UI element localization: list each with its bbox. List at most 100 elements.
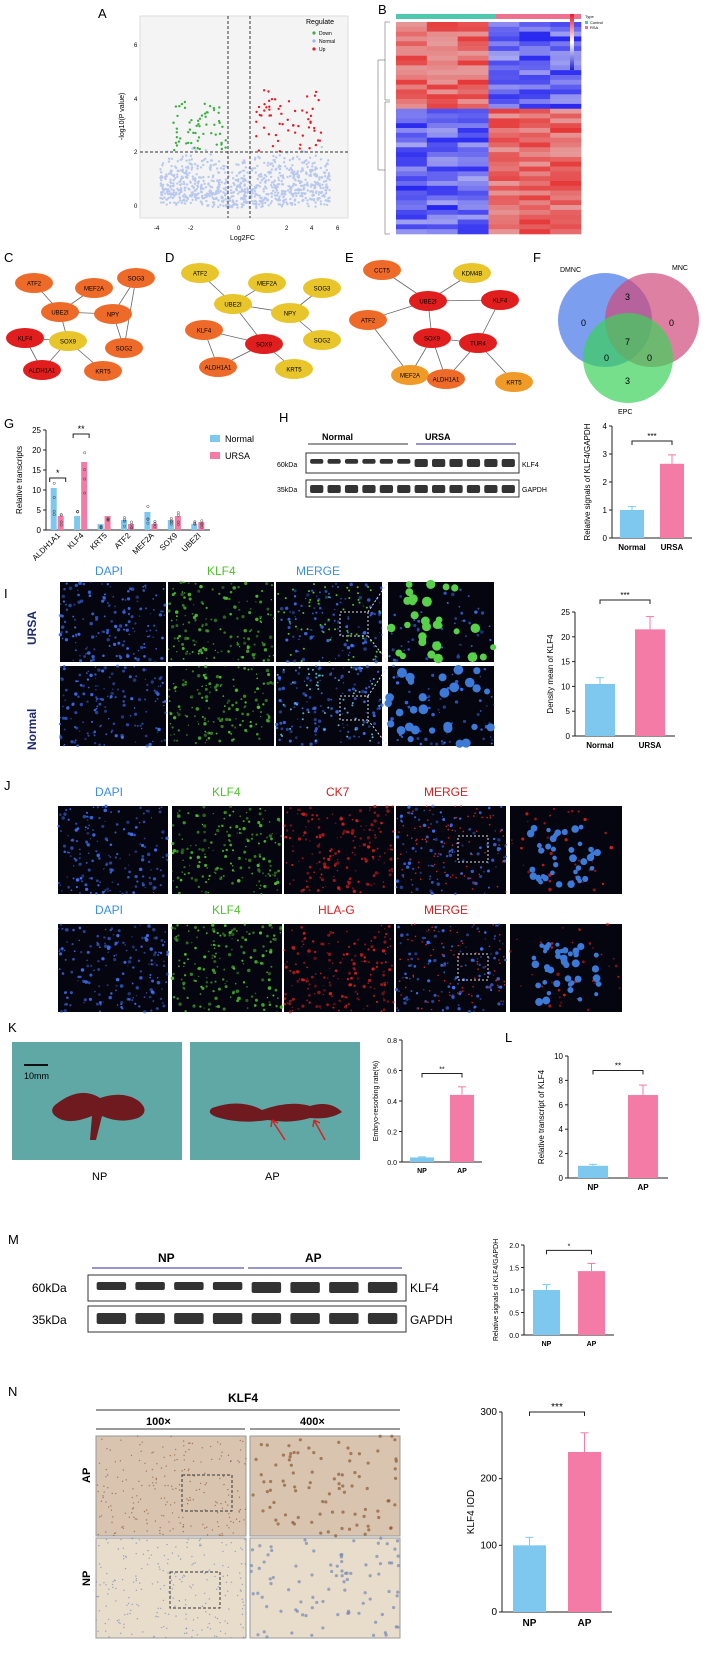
volcano-point	[217, 183, 221, 186]
fluorescence-signal	[180, 592, 184, 597]
network-node-label: KRT5	[95, 370, 111, 376]
heatmap-cell	[426, 79, 458, 85]
fluorescence-signal	[312, 591, 315, 594]
ihc-cell	[269, 1479, 273, 1484]
fluorescence-signal	[172, 879, 175, 882]
fluorescence-signal	[214, 980, 217, 983]
fluorescence-signal	[419, 871, 422, 875]
fluorescence-signal	[58, 735, 63, 740]
ihc-cell	[274, 1518, 278, 1522]
ihc-cell	[147, 1549, 149, 1552]
x-tick-label: AP	[637, 1183, 649, 1192]
fluorescence-signal	[170, 926, 174, 930]
heatmap-cell	[396, 26, 428, 32]
volcano-point	[290, 171, 293, 174]
ihc-mag-400: 400×	[300, 1416, 325, 1428]
heatmap-cell	[488, 108, 520, 114]
fluorescence-signal	[497, 986, 500, 989]
heatmap-cell	[457, 70, 489, 76]
heatmap-cell	[457, 200, 489, 206]
heatmap-cell	[550, 190, 582, 196]
ihc-cell	[175, 1487, 177, 1490]
volcano-point	[235, 203, 239, 207]
fluorescence-signal	[340, 597, 343, 600]
fluorescence-signal	[374, 834, 376, 836]
fluorescence-signal	[288, 739, 292, 743]
fluorescence-signal	[450, 848, 454, 852]
fluorescence-signal	[407, 736, 414, 743]
heatmap-cell	[519, 70, 551, 76]
fluorescence-signal	[273, 937, 277, 942]
fluorescence-signal	[326, 951, 329, 954]
fluorescence-signal	[442, 954, 446, 958]
volcano-point	[286, 175, 289, 179]
fluorescence-signal	[458, 643, 461, 646]
heatmap-cell	[396, 147, 428, 153]
fluorescence-signal	[248, 807, 252, 811]
fluorescence-signal	[380, 983, 384, 987]
volcano-point	[280, 183, 284, 186]
volcano-point	[313, 187, 316, 190]
ihc-cell	[228, 1516, 231, 1519]
volcano-point	[260, 175, 263, 178]
fluorescence-signal	[457, 992, 459, 994]
fluorescence-signal	[277, 842, 281, 846]
fluorescence-signal	[593, 952, 599, 958]
volcano-point	[302, 186, 306, 189]
fluorescence-signal	[63, 745, 65, 747]
volcano-point	[317, 183, 320, 186]
fluorescence-signal	[58, 722, 62, 726]
volcano-point-down	[204, 115, 207, 118]
ihc-cell	[188, 1448, 190, 1451]
fluorescence-signal	[489, 638, 492, 642]
fluorescence-signal	[531, 973, 533, 976]
fluorescence-signal	[292, 947, 296, 951]
fluorescence-signal	[278, 738, 281, 742]
fluorescence-signal	[172, 682, 175, 685]
fluorescence-signal	[249, 724, 253, 728]
fluorescence-signal	[435, 870, 438, 873]
ihc-cell	[237, 1490, 239, 1492]
heatmap-cell	[488, 166, 520, 172]
volcano-point	[319, 191, 323, 195]
fluorescence-signal	[348, 878, 351, 881]
fluorescence-signal	[399, 595, 403, 598]
data-point	[193, 521, 197, 525]
heatmap-cell	[457, 118, 489, 124]
fluorescence-signal	[322, 631, 325, 634]
ihc-cell	[393, 1438, 397, 1442]
fluorescence-signal	[520, 846, 523, 850]
fluorescence-signal	[348, 983, 352, 987]
fluorescence-signal	[344, 597, 347, 600]
heatmap-cell	[519, 224, 551, 230]
fluorescence-signal	[554, 948, 561, 955]
fluorescence-signal	[311, 818, 314, 821]
ihc-cell	[363, 1507, 368, 1512]
fluorescence-signal	[471, 723, 478, 731]
volcano-point	[223, 194, 227, 197]
fluorescence-signal	[323, 712, 326, 715]
fluorescence-signal	[561, 828, 568, 836]
heatmap-cell	[457, 50, 489, 57]
fluorescence-signal	[159, 884, 162, 887]
fluorescence-signal	[86, 843, 91, 847]
fluorescence-signal	[152, 877, 157, 881]
fluorescence-signal	[490, 644, 497, 651]
fluorescence-signal	[339, 601, 342, 604]
fluorescence-signal	[195, 707, 200, 711]
fluorescence-signal	[148, 635, 151, 638]
fluorescence-signal	[356, 592, 359, 595]
volcano-point	[254, 203, 258, 206]
fluorescence-signal	[149, 613, 152, 615]
fluorescence-signal	[270, 598, 272, 601]
fluorescence-signal	[519, 985, 522, 987]
ihc-cell	[121, 1480, 124, 1483]
fluorescence-signal	[330, 707, 333, 710]
volcano-point	[181, 155, 184, 158]
fluorescence-signal	[470, 645, 473, 648]
fluorescence-signal	[339, 1000, 342, 1003]
volcano-point	[230, 195, 234, 198]
heatmap-cell	[396, 46, 428, 52]
fluorescence-signal	[276, 673, 279, 676]
fluorescence-signal	[276, 1011, 278, 1013]
